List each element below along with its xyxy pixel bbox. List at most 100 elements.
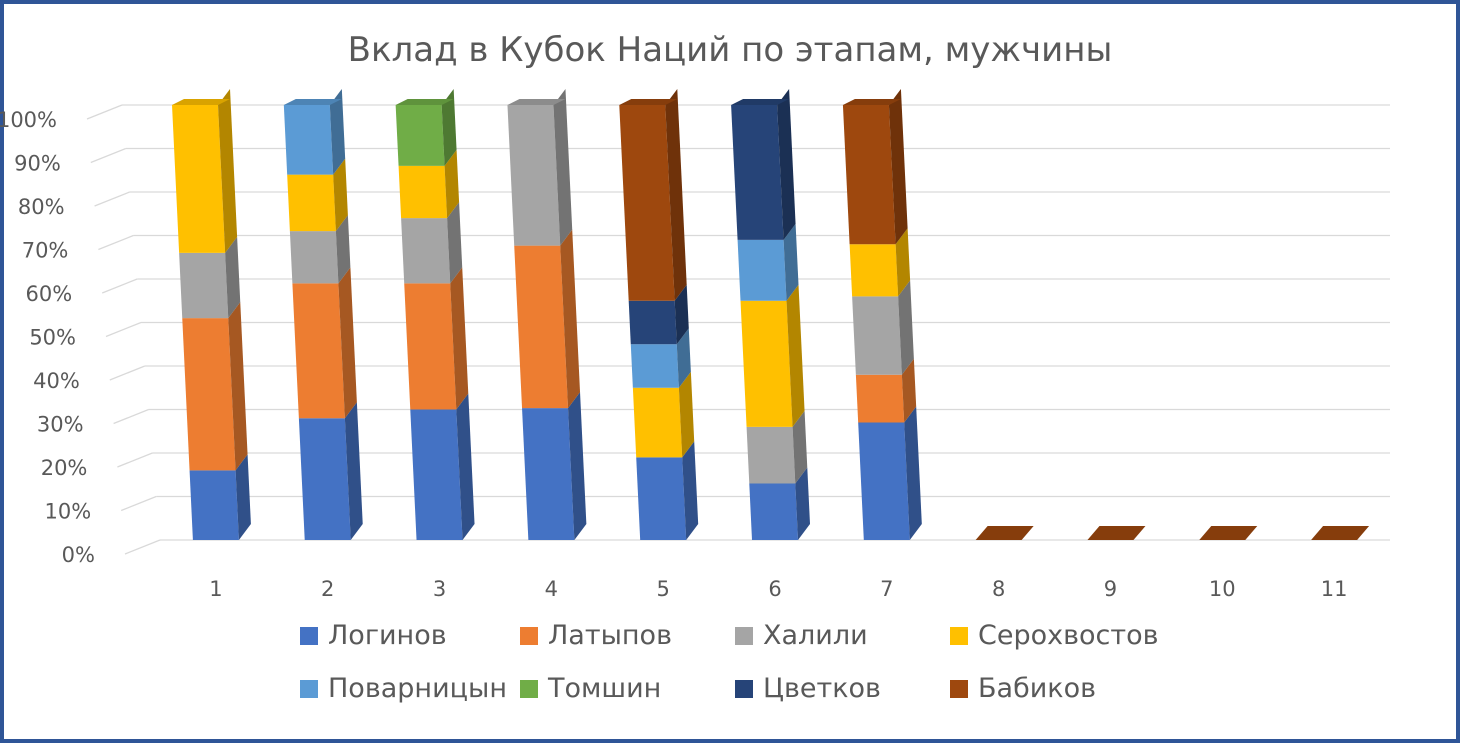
bar-segment-top — [731, 99, 790, 105]
bar-segment — [737, 239, 787, 301]
legend-label: Халили — [763, 620, 868, 651]
bar-segment — [630, 344, 679, 388]
bar-segment-top — [842, 99, 901, 105]
bar-segment-side — [225, 236, 241, 319]
bar-segment — [855, 374, 905, 423]
x-tick-label: 5 — [656, 577, 669, 601]
bar-segment-top — [619, 99, 678, 105]
legend-item: Цветков — [735, 673, 950, 704]
bar-segment-top — [507, 99, 566, 105]
bar-segment-side — [335, 215, 351, 284]
gridline-depth — [113, 408, 149, 425]
y-tick-label: 30% — [37, 413, 84, 437]
legend-label: Поварницын — [328, 673, 507, 704]
bar-segment-side — [568, 392, 587, 540]
legend-label: Логинов — [328, 620, 447, 651]
legend-swatch — [520, 626, 538, 645]
legend-swatch — [735, 679, 753, 698]
x-tick-label: 2 — [321, 577, 334, 601]
chart-title: Вклад в Кубок Наций по этапам, мужчины — [347, 30, 1113, 70]
legend-item: Логинов — [300, 620, 520, 651]
bar-segment-top — [172, 99, 231, 105]
bar-segment — [401, 218, 451, 284]
bar-segment-side — [678, 371, 695, 458]
bar-segment-side — [904, 406, 922, 540]
bar-segment — [514, 245, 569, 409]
gridline-depth — [101, 278, 138, 294]
bar-segment — [292, 283, 345, 419]
legend-label: Латыпов — [548, 620, 672, 651]
bar-segment — [289, 231, 339, 284]
legend-item: Серохвостов — [950, 620, 1200, 651]
x-tick-label: 4 — [545, 577, 558, 601]
bar-segment-empty — [975, 526, 1034, 540]
bar-segment-side — [228, 302, 248, 471]
bar-segment-side — [901, 358, 917, 423]
legend-swatch — [950, 626, 968, 645]
y-tick-label: 90% — [14, 152, 61, 176]
bar-segment-side — [456, 393, 475, 540]
bar-segment-top — [395, 99, 454, 105]
bar-segment — [298, 418, 351, 540]
x-tick-label: 6 — [768, 577, 781, 601]
legend-item: Поварницын — [300, 673, 520, 704]
bar-segment-side — [218, 89, 238, 253]
bar-segment-side — [329, 89, 346, 175]
y-tick-label: 60% — [26, 282, 73, 306]
gridline-depth — [105, 321, 142, 338]
legend-item: Бабиков — [950, 673, 1200, 704]
bar-segment-side — [441, 89, 457, 166]
gridline-depth — [109, 365, 146, 381]
y-tick-label: 80% — [18, 195, 65, 219]
bar-segment-side — [682, 441, 699, 540]
y-tick-label: 50% — [29, 326, 76, 350]
bar-segment-side — [450, 267, 469, 410]
bar-segment-side — [447, 202, 463, 284]
legend-swatch — [735, 626, 753, 645]
bar-segment — [749, 483, 798, 540]
gridline-depth — [94, 191, 130, 207]
bar-segment-side — [895, 228, 911, 297]
legend-label: Бабиков — [978, 673, 1097, 704]
bar-segment-side — [898, 280, 914, 375]
gridline-depth — [86, 104, 123, 120]
bar-segment-side — [560, 229, 581, 409]
legend-swatch — [520, 679, 538, 698]
legend-item: Халили — [735, 620, 950, 651]
bar-segment — [395, 105, 445, 166]
bar-segment-side — [795, 467, 810, 540]
legend-item: Томшин — [520, 673, 735, 704]
bar-segment — [404, 283, 457, 410]
legend-swatch — [300, 626, 318, 645]
y-tick-label: 70% — [22, 239, 69, 263]
bar-segment — [522, 408, 575, 540]
bar-segment-side — [676, 328, 691, 388]
bar-segment — [182, 318, 236, 471]
chart-legend: Логинов Латыпов Халили Серохвостов Поварницы… — [300, 620, 1200, 704]
bar-segment — [849, 244, 899, 297]
legend-label: Томшин — [548, 673, 662, 704]
y-tick-label: 40% — [33, 369, 80, 393]
bar-segment-side — [786, 284, 805, 427]
bar-segment-empty — [1087, 526, 1146, 540]
bar-segment-side — [777, 89, 796, 240]
bar-segment — [172, 105, 226, 253]
bar-segment-side — [783, 223, 799, 301]
x-tick-label: 3 — [433, 577, 446, 601]
y-tick-label: 10% — [45, 500, 92, 524]
bar-segment — [287, 174, 336, 232]
x-tick-label: 8 — [992, 577, 1005, 601]
bar-segment-side — [344, 402, 363, 540]
bar-segment — [619, 105, 675, 301]
bar-segment-side — [553, 89, 573, 246]
x-tick-label: 1 — [209, 577, 222, 601]
bar-segment-side — [338, 267, 357, 419]
bar-segment — [842, 105, 896, 245]
bar-segment — [179, 252, 229, 319]
bar-segment-top — [283, 99, 342, 105]
gridline-depth — [90, 147, 127, 164]
bar-segment — [740, 300, 793, 427]
legend-label: Цветков — [763, 673, 881, 704]
legend-swatch — [950, 679, 968, 698]
